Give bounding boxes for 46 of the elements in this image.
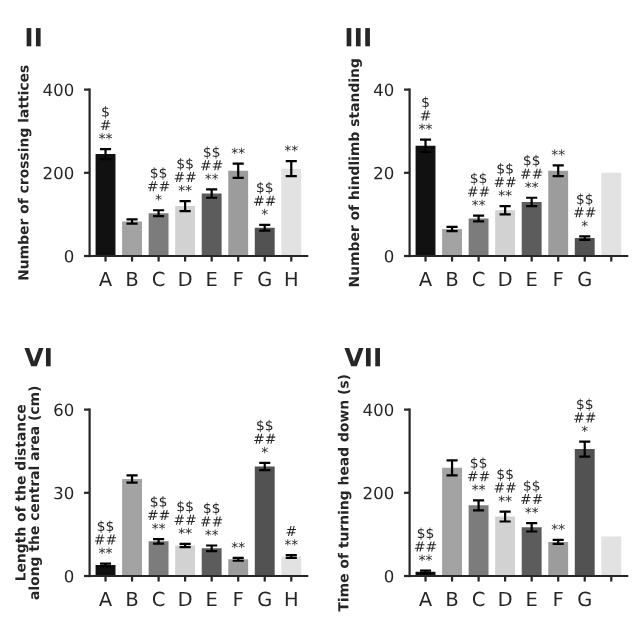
x-tick-label: E	[527, 591, 537, 607]
x-tick-label: C	[472, 591, 485, 607]
x-tick-label: C	[472, 271, 485, 287]
x-tick-label: C	[152, 271, 165, 287]
chart-title: VII	[344, 348, 380, 367]
x-tick-label: G	[258, 271, 271, 287]
x-tick-label: A	[419, 591, 433, 607]
x-tick-label: F	[234, 271, 243, 287]
x-tick-label: C	[152, 591, 165, 607]
x-tick-label: E	[207, 591, 217, 607]
x-tick-label: E	[207, 271, 217, 287]
y-tick-label: 400	[43, 83, 74, 97]
x-tick-label: B	[127, 271, 138, 287]
x-tick-label: G	[578, 591, 591, 607]
x-tick-label: F	[554, 591, 563, 607]
x-tick-label: B	[447, 271, 458, 287]
x-tick-label: A	[99, 591, 113, 607]
x-tick-label: A	[99, 271, 113, 287]
y-tick-label: 40	[373, 83, 394, 97]
x-tick-label: D	[499, 591, 512, 607]
x-tick-label: F	[554, 271, 563, 287]
x-tick-label: H	[285, 591, 297, 607]
chart-title: III	[346, 28, 370, 47]
y-tick-label: 30	[54, 486, 74, 500]
x-tick-label: D	[179, 591, 192, 607]
y-tick-label: 0	[384, 569, 394, 583]
x-tick-label: B	[447, 591, 458, 607]
x-tick-label: D	[179, 271, 192, 287]
x-tick-label: A	[419, 271, 433, 287]
y-tick-label: 200	[43, 166, 74, 180]
x-tick-label: G	[578, 271, 591, 287]
x-tick-label: D	[499, 271, 512, 287]
y-tick-label: 0	[64, 249, 74, 263]
x-tick-label: G	[258, 591, 271, 607]
y-tick-label: 60	[54, 403, 74, 417]
y-tick-label: 400	[363, 403, 394, 417]
chart-title: II	[26, 28, 41, 47]
y-tick-label: 0	[384, 249, 394, 263]
y-tick-label: 200	[363, 486, 394, 500]
y-tick-label: 20	[374, 166, 394, 180]
x-tick-label: B	[127, 591, 138, 607]
x-tick-label: H	[285, 271, 297, 287]
x-tick-label: E	[527, 271, 537, 287]
chart-title: VI	[24, 348, 51, 367]
y-tick-label: 0	[64, 569, 74, 583]
x-tick-label: F	[234, 591, 243, 607]
